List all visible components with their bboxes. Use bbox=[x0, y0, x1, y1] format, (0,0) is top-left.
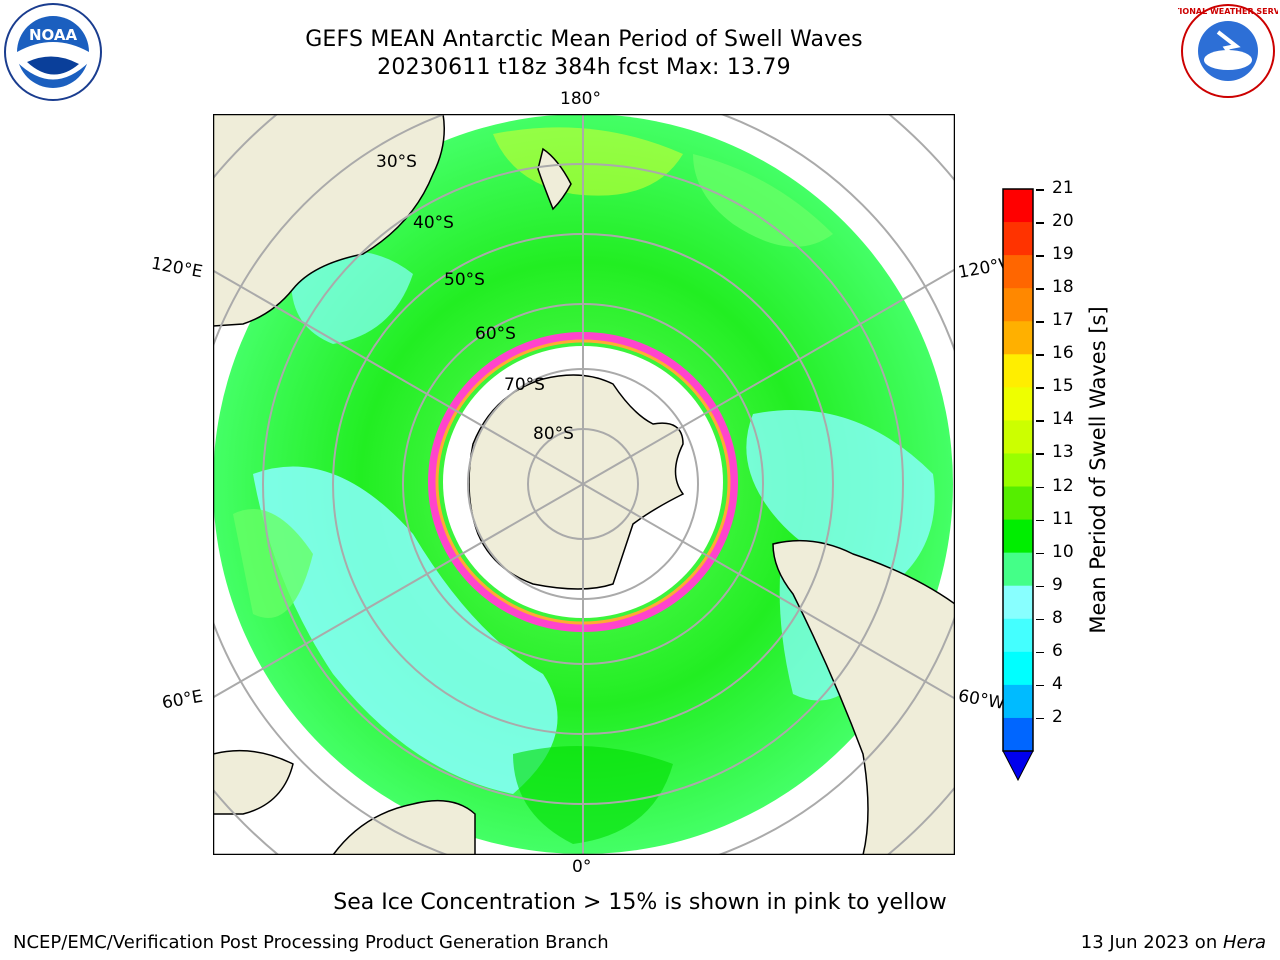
colorbar-tick-label: 4 bbox=[1052, 673, 1063, 694]
madagascar-land bbox=[213, 749, 294, 815]
map-subtitle: 20230611 t18z 384h fcst Max: 13.79 bbox=[377, 55, 791, 80]
colorbar-segments bbox=[1003, 189, 1033, 752]
colorbar-segment bbox=[1003, 321, 1033, 355]
date-text: 13 Jun 2023 on Hera bbox=[1081, 932, 1266, 953]
colorbar-segment bbox=[1003, 717, 1033, 752]
colorbar-tick-mark bbox=[1036, 651, 1044, 654]
colorbar-segment bbox=[1003, 387, 1033, 421]
colorbar-tick-label: 9 bbox=[1052, 574, 1063, 595]
swell-yellow-region-north bbox=[493, 127, 683, 196]
swell-cyan-region-east bbox=[746, 410, 935, 584]
colorbar bbox=[1002, 188, 1034, 782]
colorbar-tick-mark bbox=[1036, 189, 1044, 191]
lon-label-60e: 60°E bbox=[160, 686, 205, 714]
colorbar-tick-label: 6 bbox=[1052, 640, 1063, 661]
lat-label-50s: 50°S bbox=[444, 270, 485, 290]
colorbar-tick-label: 14 bbox=[1052, 409, 1074, 430]
colorbar-tick-label: 19 bbox=[1052, 244, 1074, 265]
lat-label-60s: 60°S bbox=[475, 324, 516, 344]
colorbar-segment bbox=[1003, 651, 1033, 686]
lat-label-40s: 40°S bbox=[413, 213, 454, 233]
colorbar-segment bbox=[1003, 288, 1033, 322]
new-zealand-land bbox=[537, 147, 572, 211]
swell-cyan-region-nw bbox=[291, 251, 413, 344]
lat-label-80s: 80°S bbox=[533, 424, 574, 444]
lon-label-180: 180° bbox=[560, 89, 601, 109]
colorbar-segment bbox=[1003, 222, 1033, 256]
noaa-logo: NOAA bbox=[4, 3, 102, 101]
lon-label-0: 0° bbox=[572, 857, 592, 877]
colorbar-tick-mark bbox=[1036, 486, 1044, 489]
colorbar-segment bbox=[1003, 354, 1033, 388]
colorbar-outline bbox=[1002, 188, 1034, 752]
colorbar-tick-label: 20 bbox=[1052, 211, 1074, 232]
africa-land bbox=[332, 799, 476, 855]
colorbar-tick-mark bbox=[1036, 255, 1044, 257]
credit-text: NCEP/EMC/Verification Post Processing Pr… bbox=[13, 932, 609, 953]
australia-land bbox=[213, 114, 445, 327]
colorbar-tick-mark bbox=[1036, 354, 1044, 356]
colorbar-tick-mark bbox=[1036, 585, 1044, 588]
date-prefix: 13 Jun 2023 on bbox=[1080, 932, 1223, 953]
colorbar-tick-mark bbox=[1036, 453, 1044, 455]
machine-name: Hera bbox=[1222, 932, 1266, 953]
colorbar-segment bbox=[1003, 552, 1033, 587]
colorbar-tick-label: 2 bbox=[1052, 706, 1063, 727]
nws-logo-text: NATIONAL WEATHER SERVICE bbox=[1178, 7, 1278, 16]
colorbar-tick-label: 15 bbox=[1052, 376, 1074, 397]
colorbar-tick-mark bbox=[1036, 519, 1044, 522]
lon-label-120e: 120°E bbox=[149, 253, 205, 283]
colorbar-tick-mark bbox=[1036, 618, 1044, 621]
colorbar-segment bbox=[1003, 618, 1033, 653]
lat-label-30s: 30°S bbox=[376, 152, 417, 172]
colorbar-tick-label: 18 bbox=[1052, 277, 1074, 298]
map-title: GEFS MEAN Antarctic Mean Period of Swell… bbox=[305, 27, 863, 52]
colorbar-segment bbox=[1003, 189, 1033, 223]
nws-logo: NATIONAL WEATHER SERVICE bbox=[1178, 4, 1278, 98]
colorbar-tick-mark bbox=[1036, 552, 1044, 555]
colorbar-tick-label: 17 bbox=[1052, 310, 1074, 331]
sea-ice-note: Sea Ice Concentration > 15% is shown in … bbox=[333, 890, 947, 915]
colorbar-tick-label: 12 bbox=[1052, 475, 1074, 496]
colorbar-segment bbox=[1003, 519, 1033, 554]
colorbar-tick-mark bbox=[1036, 684, 1044, 687]
colorbar-tick-label: 13 bbox=[1052, 442, 1074, 463]
colorbar-tick-mark bbox=[1036, 717, 1044, 720]
colorbar-tick-mark bbox=[1036, 321, 1044, 323]
colorbar-tick-mark bbox=[1036, 288, 1044, 290]
map-frame bbox=[213, 114, 955, 855]
lat-label-70s: 70°S bbox=[504, 375, 545, 395]
colorbar-tick-label: 10 bbox=[1052, 541, 1074, 562]
longitude-grid bbox=[213, 114, 955, 855]
colorbar-segment bbox=[1003, 486, 1033, 521]
colorbar-tick-mark bbox=[1036, 387, 1044, 389]
colorbar-segment bbox=[1003, 255, 1033, 289]
lon-label-60w: 60°W bbox=[956, 686, 1007, 714]
polar-map bbox=[213, 114, 955, 855]
colorbar-segment bbox=[1003, 585, 1033, 620]
colorbar-extend-triangle bbox=[1002, 750, 1034, 782]
colorbar-tick-mark bbox=[1036, 222, 1044, 224]
colorbar-tick-label: 8 bbox=[1052, 607, 1063, 628]
noaa-logo-text: NOAA bbox=[29, 26, 78, 44]
colorbar-tick-label: 11 bbox=[1052, 508, 1074, 529]
colorbar-label: Mean Period of Swell Waves [s] bbox=[1086, 306, 1110, 634]
colorbar-tick-label: 21 bbox=[1052, 178, 1074, 198]
colorbar-segment bbox=[1003, 684, 1033, 719]
colorbar-tick-mark bbox=[1036, 420, 1044, 422]
colorbar-tick-label: 16 bbox=[1052, 343, 1074, 364]
colorbar-segment bbox=[1003, 453, 1033, 488]
colorbar-segment bbox=[1003, 420, 1033, 454]
